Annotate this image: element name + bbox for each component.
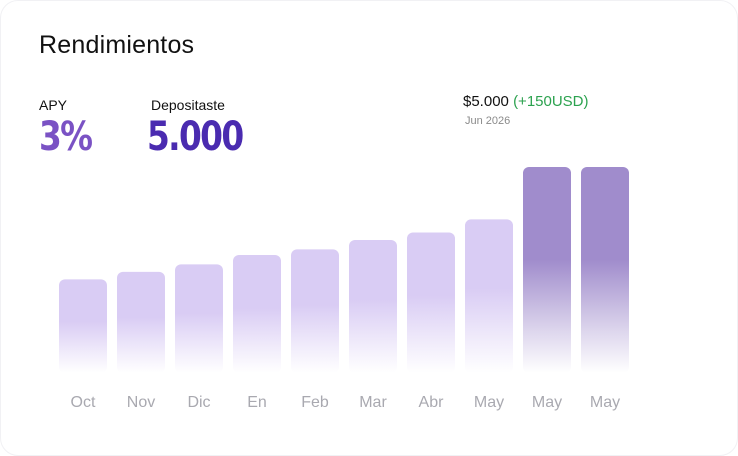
x-tick-label: Abr: [419, 394, 445, 411]
tooltip-date: Jun 2026: [465, 115, 511, 127]
x-tick-label: En: [247, 394, 267, 411]
x-tick-label: May: [474, 394, 504, 411]
tooltip-gain: (+150USD): [513, 93, 589, 110]
x-tick-label: May: [532, 394, 562, 411]
deposit-value: 5.000: [147, 114, 244, 160]
bar-oct-0[interactable]: [59, 279, 107, 373]
bar-may-9[interactable]: [581, 167, 629, 373]
x-tick-label: Mar: [359, 394, 387, 411]
bar-mar-5[interactable]: [349, 240, 397, 373]
x-tick-label: May: [590, 394, 620, 411]
tooltip-amount-line: $5.000 (+150USD): [463, 93, 589, 110]
bar-dic-2[interactable]: [175, 264, 223, 373]
x-tick-label: Nov: [127, 394, 155, 411]
x-tick-label: Feb: [301, 394, 329, 411]
tooltip-amount: $5.000: [463, 93, 509, 110]
bar-feb-4[interactable]: [291, 249, 339, 373]
x-tick-label: Dic: [187, 394, 210, 411]
x-tick-label: Oct: [71, 394, 96, 411]
bar-may-8[interactable]: [523, 167, 571, 373]
card-title: Rendimientos: [39, 31, 195, 59]
deposit-label: Depositaste: [151, 97, 225, 113]
apy-label: APY: [39, 97, 68, 113]
bar-abr-6[interactable]: [407, 232, 455, 373]
chart-tooltip: $5.000 (+150USD) Jun 2026: [451, 85, 651, 135]
bar-en-3[interactable]: [233, 255, 281, 373]
bar-nov-1[interactable]: [117, 271, 165, 373]
apy-value: 3%: [39, 114, 93, 160]
bar-may-7[interactable]: [465, 219, 513, 373]
